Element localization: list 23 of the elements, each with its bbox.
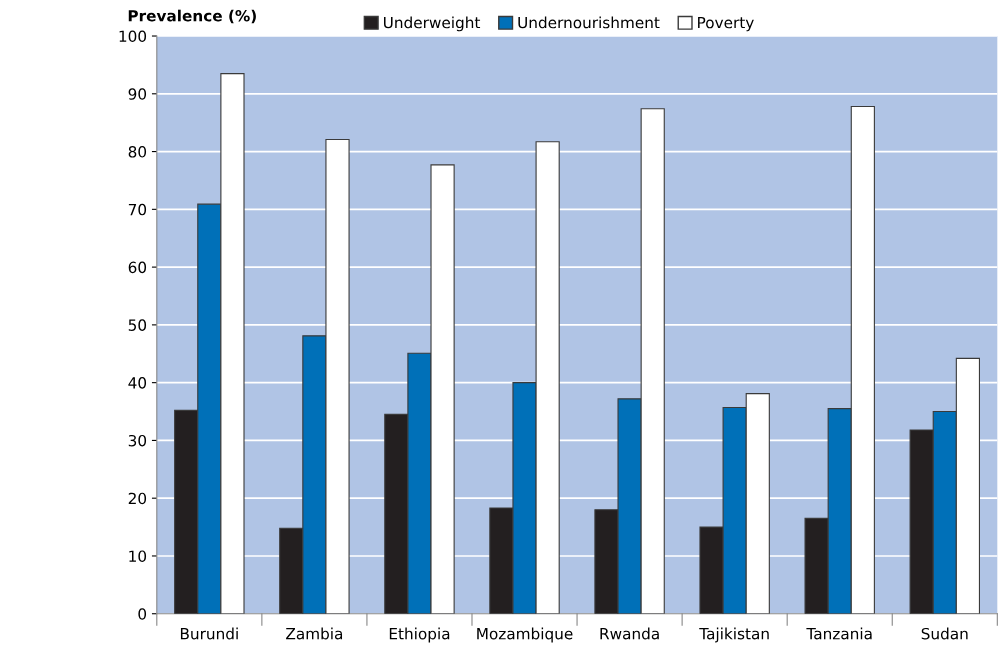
y-tick-label: 40 (128, 377, 147, 389)
x-tick-label: Tanzania (806, 627, 872, 640)
x-tick-label: Sudan (921, 627, 968, 640)
legend-label: Undernourishment (518, 16, 660, 29)
legend-label: Poverty (698, 16, 754, 32)
x-tick-label: Mozambique (477, 627, 573, 643)
y-tick-label: 30 (128, 434, 147, 447)
y-tick-label: 0 (138, 608, 147, 620)
x-tick-label: Tajikistan (699, 627, 769, 643)
y-tick-label: 80 (128, 146, 147, 158)
y-tick-label: 20 (128, 492, 147, 505)
y-tick-label: 90 (128, 88, 147, 100)
y-axis-title: Prevalence (%) (128, 9, 256, 24)
legend-label: Underweight (384, 16, 481, 32)
x-tick-label: Rwanda (600, 627, 659, 640)
x-tick-label: Ethiopia (389, 627, 450, 643)
y-tick-label: 60 (128, 261, 147, 274)
x-tick-label: Burundi (180, 627, 238, 640)
y-tick-label: 70 (128, 203, 147, 216)
y-tick-label: 10 (129, 550, 147, 562)
x-tick-label: Zambia (286, 627, 343, 640)
y-tick-label: 100 (119, 30, 147, 43)
y-tick-label: 50 (128, 319, 147, 331)
